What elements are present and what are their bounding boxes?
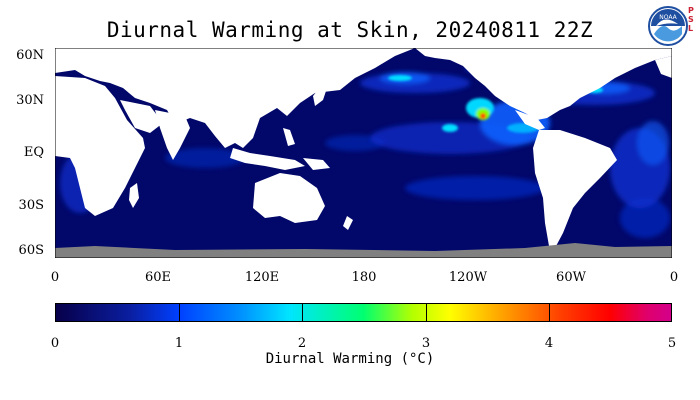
colorbar-tick-1 [179, 303, 180, 322]
noaa-logo-icon: NOAA [648, 6, 688, 46]
south-america [533, 130, 617, 248]
land-masses [55, 48, 672, 248]
lon-label-0-right: 0 [669, 270, 679, 285]
europe-west [655, 56, 672, 78]
svg-text:NOAA: NOAA [659, 14, 677, 21]
map-title: Diurnal Warming at Skin, 20240811 22Z [106, 18, 594, 42]
colorbar-tick-4 [549, 303, 550, 322]
colorbar-label-2: 2 [297, 336, 307, 351]
lat-label-60s: 60S [18, 243, 44, 258]
antarctic-nodata [55, 243, 672, 258]
colorbar-title: Diurnal Warming (°C) [265, 351, 435, 367]
arabia [120, 100, 163, 133]
colorbar-label-0: 0 [50, 336, 60, 351]
lat-label-30n: 30N [16, 93, 44, 108]
lat-label-eq: EQ [23, 145, 44, 160]
logo-letter-p: P [688, 6, 694, 15]
new-guinea [303, 158, 330, 170]
colorbar-tick-2 [302, 303, 303, 322]
colorbar-tick-3 [426, 303, 427, 322]
colorbar-label-5: 5 [667, 336, 677, 351]
noaa-psl-logo: NOAA P S L [648, 4, 696, 48]
lon-label-120e: 120E [244, 270, 280, 285]
japan [313, 86, 327, 106]
lat-label-30s: 30S [18, 198, 44, 213]
north-america [415, 48, 672, 120]
india [155, 110, 190, 160]
new-zealand [343, 216, 353, 230]
eurasia [55, 48, 415, 148]
lat-label-60n: 60N [16, 48, 44, 63]
colorbar-label-4: 4 [544, 336, 554, 351]
lon-label-60e: 60E [144, 270, 172, 285]
madagascar [129, 183, 139, 208]
central-america [515, 110, 545, 130]
colorbar-label-1: 1 [174, 336, 184, 351]
lon-label-180: 180 [351, 270, 377, 285]
australia [253, 173, 325, 223]
colorbar [55, 303, 672, 322]
colorbar-label-3: 3 [421, 336, 431, 351]
lon-label-0-left: 0 [50, 270, 60, 285]
indonesia [230, 148, 305, 170]
philippines [283, 128, 295, 146]
logo-letter-l: L [688, 24, 694, 33]
diurnal-warming-map [55, 48, 672, 258]
logo-letter-s: S [688, 15, 694, 24]
africa [55, 76, 145, 216]
lon-label-60w: 60W [556, 270, 586, 285]
lon-label-120w: 120W [448, 270, 488, 285]
